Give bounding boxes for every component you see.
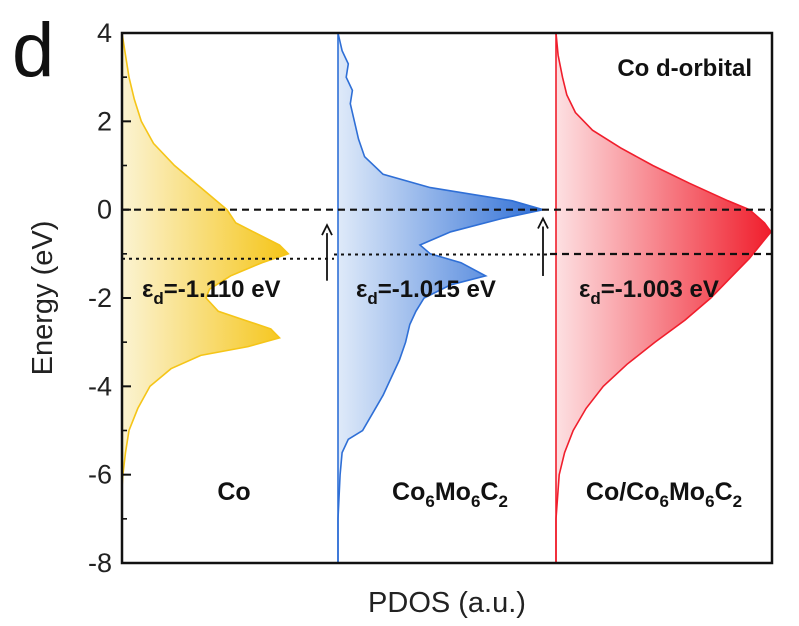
panel-label: d bbox=[12, 8, 54, 93]
y-tick-label: -4 bbox=[88, 371, 112, 401]
epsilon-subscript: d bbox=[153, 289, 163, 308]
series-label: Co6Mo6C2 bbox=[392, 478, 508, 511]
x-axis-title: PDOS (a.u.) bbox=[368, 587, 526, 619]
series-label-part: Co/Co bbox=[586, 478, 660, 506]
epsilon-subscript: d bbox=[367, 289, 377, 308]
d-band-center-value: -1.015 eV bbox=[392, 276, 496, 303]
d-band-center-label: εd=-1.110 eV bbox=[142, 276, 281, 308]
series-label-part: C bbox=[715, 478, 733, 506]
equals-sign: = bbox=[378, 276, 392, 303]
series-label-subscript: 6 bbox=[471, 492, 480, 511]
d-band-center-value: -1.003 eV bbox=[615, 276, 719, 303]
series-label: Co bbox=[217, 478, 250, 506]
shift-arrow-head bbox=[537, 216, 549, 229]
y-axis-title: Energy (eV) bbox=[27, 221, 59, 376]
equals-sign: = bbox=[601, 276, 615, 303]
y-tick-label: 0 bbox=[97, 195, 112, 225]
series-label-subscript: 2 bbox=[498, 492, 507, 511]
chart-title: Co d-orbital bbox=[617, 55, 752, 82]
epsilon-symbol: ε bbox=[579, 276, 590, 303]
equals-sign: = bbox=[164, 276, 178, 303]
y-tick-label: -2 bbox=[88, 283, 112, 313]
y-axis: 4 2 0 -2 -4 -6 -8 bbox=[88, 18, 131, 578]
pdos-fill-series-2 bbox=[556, 33, 771, 563]
d-band-center-label: εd=-1.003 eV bbox=[579, 276, 719, 308]
reference-lines bbox=[122, 208, 772, 260]
y-tick-label: -8 bbox=[88, 548, 112, 578]
epsilon-symbol: ε bbox=[356, 276, 367, 303]
d-band-center-label: εd=-1.015 eV bbox=[356, 276, 496, 308]
pdos-curve-series-0 bbox=[121, 32, 290, 488]
epsilon-symbol: ε bbox=[142, 276, 153, 303]
d-band-center-value: -1.110 eV bbox=[178, 276, 281, 303]
y-tick-label: 2 bbox=[97, 106, 112, 136]
d-band-shift-arrows bbox=[321, 216, 549, 281]
series-label-part: C bbox=[480, 478, 498, 506]
series-label-part: Co bbox=[392, 478, 425, 506]
series-label-part: Mo bbox=[435, 478, 471, 506]
series-label-subscript: 2 bbox=[733, 492, 742, 511]
pdos-fill-series-1 bbox=[338, 33, 543, 563]
pdos-curve-series-2 bbox=[555, 32, 773, 563]
epsilon-subscript: d bbox=[590, 289, 600, 308]
series-label-part: Mo bbox=[669, 478, 705, 506]
series-label-subscript: 6 bbox=[425, 492, 434, 511]
series-label-subscript: 6 bbox=[705, 492, 714, 511]
y-tick-label: 4 bbox=[97, 18, 112, 48]
series-label-part: Co bbox=[217, 478, 250, 506]
y-tick-label: -6 bbox=[88, 460, 112, 490]
pdos-curve-series-1 bbox=[337, 32, 544, 563]
series-label-subscript: 6 bbox=[660, 492, 669, 511]
series-label: Co/Co6Mo6C2 bbox=[586, 478, 742, 511]
pdos-fill-series-0 bbox=[122, 33, 289, 488]
shift-arrow-head bbox=[321, 223, 333, 236]
